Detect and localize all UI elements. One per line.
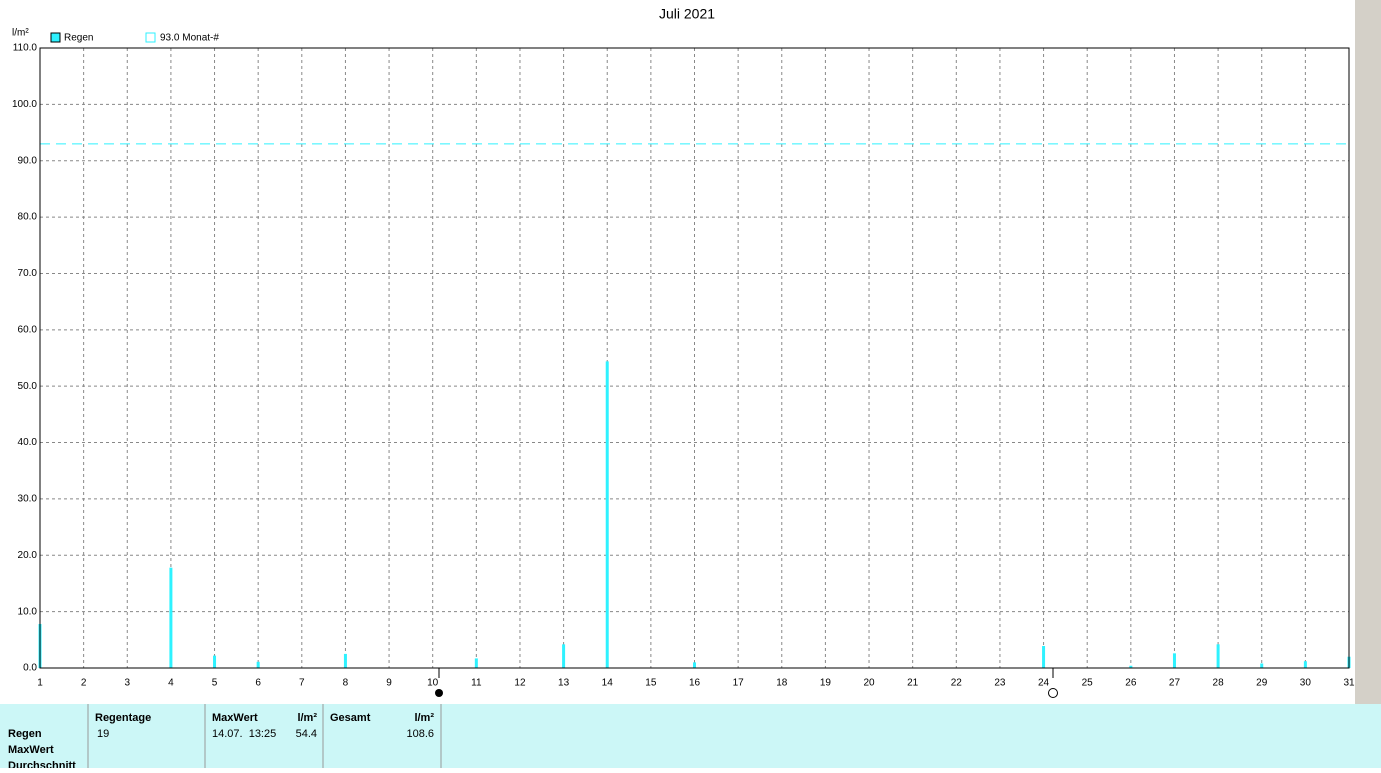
x-tick-label: 21 <box>907 678 919 689</box>
x-tick-label: 11 <box>471 678 482 689</box>
y-tick-label: 110.0 <box>13 43 38 54</box>
daily-bar <box>693 662 696 668</box>
plot-frame <box>39 47 1350 669</box>
x-tick-label: 27 <box>1169 678 1181 689</box>
daily-bar <box>169 567 173 668</box>
full-moon <box>435 689 443 697</box>
header: MaxWert <box>212 712 258 724</box>
daily-bar <box>256 661 260 668</box>
row-label: Durchschnitt <box>8 760 76 768</box>
y-tick-label: 40.0 <box>18 437 38 448</box>
cell: 14.07. 13:25 <box>212 728 276 740</box>
x-tick-label: 15 <box>645 678 657 689</box>
daily-bar <box>474 658 478 668</box>
y-axis-label: l/m² <box>12 28 29 39</box>
daily-bar <box>1172 653 1176 668</box>
header: Regentage <box>95 712 151 724</box>
table-bg <box>0 704 1381 768</box>
unit: l/m² <box>414 712 434 724</box>
cell: 19 <box>97 728 109 740</box>
x-tick-label: 3 <box>124 678 130 689</box>
y-tick-label: 90.0 <box>18 155 38 166</box>
x-tick-label: 24 <box>1038 678 1050 689</box>
x-tick-label: 1 <box>37 678 43 689</box>
x-tick-label: 29 <box>1256 678 1268 689</box>
daily-bar <box>562 644 566 668</box>
x-tick-label: 25 <box>1082 678 1094 689</box>
x-tick-label: 19 <box>820 678 832 689</box>
x-tick-label: 13 <box>558 678 570 689</box>
y-tick-label: 60.0 <box>18 324 38 335</box>
y-tick-label: 10.0 <box>18 606 38 617</box>
row-label: Regen <box>8 728 42 740</box>
daily-bar <box>1303 661 1307 668</box>
x-tick-label: 9 <box>386 678 392 689</box>
x-tick-label: 20 <box>863 678 875 689</box>
x-tick-label: 5 <box>212 678 218 689</box>
daily-bar <box>1042 646 1046 668</box>
x-tick-label: 31 <box>1343 678 1355 689</box>
x-tick-label: 22 <box>951 678 963 689</box>
daily-bar <box>1216 644 1220 668</box>
y-tick-label: 80.0 <box>18 212 38 223</box>
x-tick-label: 14 <box>602 678 614 689</box>
cell: 54.4 <box>296 728 317 740</box>
x-tick-label: 8 <box>343 678 349 689</box>
legend-label: Regen <box>64 33 93 44</box>
x-tick-label: 26 <box>1125 678 1137 689</box>
daily-bar <box>1129 665 1133 668</box>
daily-bar <box>213 655 217 668</box>
chart-title: Juli 2021 <box>659 6 715 22</box>
y-tick-label: 100.0 <box>12 99 37 110</box>
y-tick-label: 70.0 <box>18 268 38 279</box>
x-tick-label: 18 <box>776 678 788 689</box>
new-moon <box>1048 688 1058 698</box>
legend-label: 93.0 Monat-# <box>160 33 219 44</box>
header: Gesamt <box>330 712 371 724</box>
x-tick-label: 7 <box>299 678 305 689</box>
legend-swatch <box>145 32 156 43</box>
x-tick-label: 2 <box>81 678 87 689</box>
legend-swatch <box>50 32 61 43</box>
x-tick-label: 16 <box>689 678 701 689</box>
cell: 108.6 <box>406 728 434 740</box>
y-tick-label: 20.0 <box>18 550 38 561</box>
plot <box>38 47 1351 669</box>
y-tick-label: 0.0 <box>23 663 37 674</box>
x-tick-label: 4 <box>168 678 174 689</box>
x-tick-label: 23 <box>994 678 1006 689</box>
x-tick-label: 6 <box>255 678 261 689</box>
daily-bar <box>1260 663 1264 668</box>
unit: l/m² <box>297 712 317 724</box>
stats-table: Regen MaxWert Durchschnitt Regentage 19 … <box>0 704 1381 772</box>
daily-bar <box>343 653 347 668</box>
x-tick-label: 30 <box>1300 678 1312 689</box>
row-label: MaxWert <box>8 744 54 756</box>
daily-bar <box>605 361 609 668</box>
x-tick-label: 17 <box>733 678 745 689</box>
x-tick-label: 28 <box>1213 678 1225 689</box>
side-strip <box>1355 0 1381 768</box>
y-tick-label: 50.0 <box>18 381 38 392</box>
y-tick-label: 30.0 <box>18 494 38 505</box>
x-tick-label: 10 <box>427 678 439 689</box>
x-tick-label: 12 <box>514 678 526 689</box>
